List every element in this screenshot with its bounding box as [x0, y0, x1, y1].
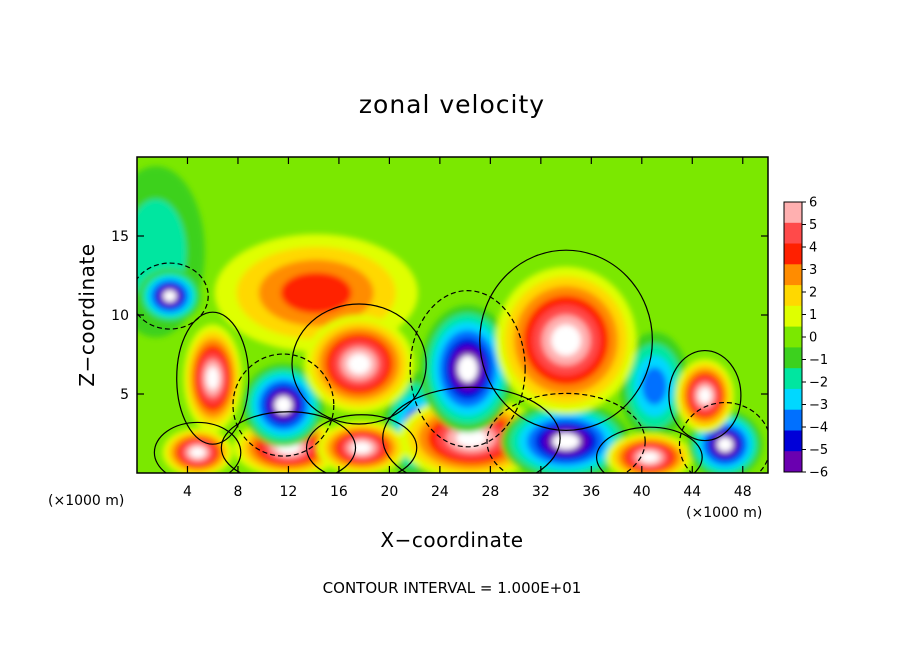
field-band	[163, 290, 177, 302]
contour-line	[678, 401, 768, 473]
colorbar-tick-label: −5	[809, 443, 828, 458]
y-axis: 5 10 15	[111, 229, 768, 403]
field-band	[352, 442, 372, 454]
x-axis-label: X−coordinate	[380, 528, 523, 552]
field-band	[717, 437, 733, 452]
contour-line	[176, 311, 250, 445]
contour-line	[220, 411, 357, 473]
y-axis-label: Z−coordinate	[75, 243, 99, 386]
contour-line	[409, 290, 526, 448]
zero-contours	[137, 249, 768, 473]
colorbar-tick-label: 6	[809, 196, 817, 211]
contour-line	[153, 421, 242, 473]
colorbar-tick-label: −3	[809, 398, 828, 413]
colorbar-segment	[784, 305, 802, 328]
colorbar-segment	[784, 388, 802, 411]
colorbar-segment	[784, 285, 802, 307]
colorbar-tick-label: 5	[809, 218, 817, 233]
x-tick-label: 40	[633, 484, 651, 500]
field-band	[551, 324, 581, 356]
x-tick-label: 16	[330, 484, 348, 500]
colorbar-segment	[784, 243, 802, 265]
field-band	[457, 355, 478, 383]
x-tick-label: 12	[280, 484, 298, 500]
colorbar-tick-label: 1	[809, 308, 817, 323]
field-band	[456, 429, 487, 448]
colorbar-segment	[784, 326, 802, 348]
colorbar-tick-label: −6	[809, 466, 828, 481]
contour-line	[479, 249, 653, 431]
colorbar-segment	[784, 451, 802, 473]
colorbar-tick-label: 4	[809, 241, 817, 256]
colorbar: 6 5 4 3 2 1 0 −1 −2 −3 −4 −5 −6	[783, 196, 828, 481]
field-band	[347, 353, 371, 375]
contour-line	[668, 349, 742, 442]
x-tick-label: 4	[183, 484, 192, 500]
y-tick-label: 15	[111, 229, 129, 245]
field-band	[698, 387, 712, 404]
field-band	[642, 367, 667, 405]
field-band	[280, 272, 352, 314]
velocity-field	[137, 166, 763, 473]
x-axis: 4 8 12 16 20 24 28 32 36 40 44 48	[183, 157, 752, 500]
colorbar-tick-label: 0	[809, 331, 817, 346]
x-tick-label: 48	[734, 484, 752, 500]
contour-line	[137, 262, 209, 330]
colorbar-tick-label: −1	[809, 353, 828, 368]
x-tick-label: 28	[481, 484, 499, 500]
colorbar-tick-label: 3	[809, 263, 817, 278]
contour-line	[291, 303, 427, 425]
colorbar-tick-label: 2	[809, 286, 817, 301]
field-band	[552, 433, 580, 450]
contour-line	[232, 353, 335, 457]
colorbar-tick-label: −4	[809, 421, 828, 436]
x-tick-label: 8	[233, 484, 242, 500]
colorbar-segment	[784, 222, 802, 245]
x-tick-label: 44	[683, 484, 701, 500]
field-band	[190, 447, 205, 458]
contour-line	[595, 426, 703, 473]
colorbar-segment	[784, 368, 802, 390]
y-unit-label: (×1000 m)	[48, 493, 124, 509]
y-tick-label: 5	[120, 387, 129, 403]
y-tick-label: 10	[111, 308, 129, 324]
x-unit-label: (×1000 m)	[686, 505, 762, 521]
x-tick-label: 20	[380, 484, 398, 500]
colorbar-segment	[784, 202, 802, 224]
field-band	[640, 452, 659, 463]
colorbar-segment	[784, 430, 802, 452]
x-tick-label: 32	[532, 484, 550, 500]
chart-title: zonal velocity	[359, 90, 545, 119]
contour-line	[382, 386, 561, 473]
contour-line	[305, 414, 418, 473]
x-tick-label: 24	[431, 484, 449, 500]
field-band	[206, 366, 219, 390]
contour-interval-annotation: CONTOUR INTERVAL = 1.000E+01	[323, 579, 582, 597]
heatmap-area	[137, 157, 768, 473]
x-tick-label: 36	[582, 484, 600, 500]
colorbar-segment	[784, 409, 802, 431]
colorbar-segment	[784, 347, 802, 369]
field-band	[274, 396, 292, 414]
contour-line	[486, 392, 646, 473]
colorbar-tick-label: −2	[809, 376, 828, 391]
colorbar-segment	[784, 264, 802, 286]
